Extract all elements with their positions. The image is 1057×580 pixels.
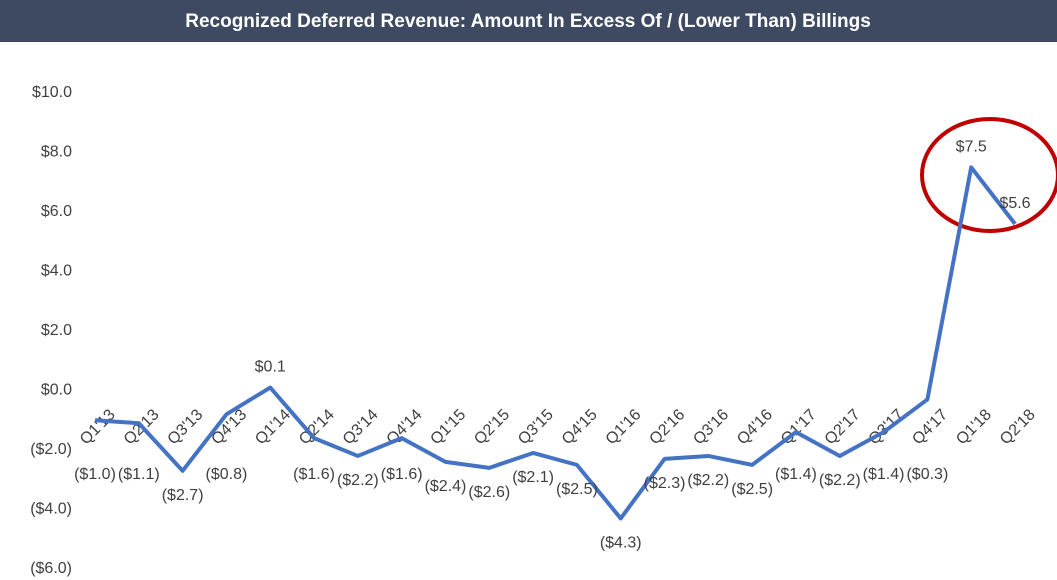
y-tick-label: ($6.0) xyxy=(30,560,72,577)
data-label: ($0.3) xyxy=(906,466,948,483)
x-tick-label: Q3'15 xyxy=(515,406,557,448)
data-label: ($1.0) xyxy=(74,466,116,483)
y-tick-label: $8.0 xyxy=(41,144,72,161)
data-label: ($2.6) xyxy=(468,484,510,501)
x-tick-label: Q4'16 xyxy=(734,406,776,448)
x-tick-label: Q1'18 xyxy=(953,406,995,448)
x-tick-label: Q1'16 xyxy=(603,406,645,448)
data-label: ($1.6) xyxy=(381,466,423,483)
data-label: ($2.7) xyxy=(162,487,204,504)
x-tick-label: Q3'13 xyxy=(165,406,207,448)
data-label: ($2.2) xyxy=(687,472,729,489)
y-tick-label: ($2.0) xyxy=(30,441,72,458)
y-tick-label: $2.0 xyxy=(41,322,72,339)
data-label: ($2.1) xyxy=(512,469,554,486)
data-label: ($4.3) xyxy=(600,535,642,552)
y-tick-label: $10.0 xyxy=(32,84,72,101)
data-label: $0.1 xyxy=(255,359,286,376)
chart-title: Recognized Deferred Revenue: Amount In E… xyxy=(185,11,871,32)
y-tick-label: $4.0 xyxy=(41,263,72,280)
data-label: ($0.8) xyxy=(206,466,248,483)
y-tick-label: ($4.0) xyxy=(30,501,72,518)
data-label: ($1.4) xyxy=(863,466,905,483)
title-bar xyxy=(0,0,1057,42)
data-label: ($1.1) xyxy=(118,466,160,483)
x-tick-label: Q2'15 xyxy=(471,406,513,448)
x-tick-label: Q4'17 xyxy=(909,406,951,448)
x-tick-label: Q3'14 xyxy=(340,406,382,448)
x-tick-label: Q1'15 xyxy=(427,406,469,448)
data-label: ($1.6) xyxy=(293,466,335,483)
data-label: ($2.2) xyxy=(337,472,379,489)
y-tick-label: $6.0 xyxy=(41,203,72,220)
data-label: $7.5 xyxy=(956,139,987,156)
data-label: ($2.4) xyxy=(425,478,467,495)
data-label: ($2.5) xyxy=(556,481,598,498)
y-tick-label: $0.0 xyxy=(41,382,72,399)
data-label: ($2.5) xyxy=(731,481,773,498)
data-label: ($2.2) xyxy=(819,472,861,489)
data-label: $5.6 xyxy=(999,195,1030,212)
data-label: ($2.3) xyxy=(644,475,686,492)
x-tick-label: Q1'13 xyxy=(77,406,119,448)
x-tick-label: Q2'16 xyxy=(646,406,688,448)
x-tick-label: Q3'17 xyxy=(866,406,908,448)
x-tick-label: Q3'16 xyxy=(690,406,732,448)
line xyxy=(94,165,1017,521)
highlight-circle xyxy=(920,117,1057,233)
x-tick-label: Q4'15 xyxy=(559,406,601,448)
x-tick-label: Q2'17 xyxy=(822,406,864,448)
data-label: ($1.4) xyxy=(775,466,817,483)
x-tick-label: Q2'18 xyxy=(997,406,1039,448)
x-tick-label: Q1'14 xyxy=(252,406,294,448)
